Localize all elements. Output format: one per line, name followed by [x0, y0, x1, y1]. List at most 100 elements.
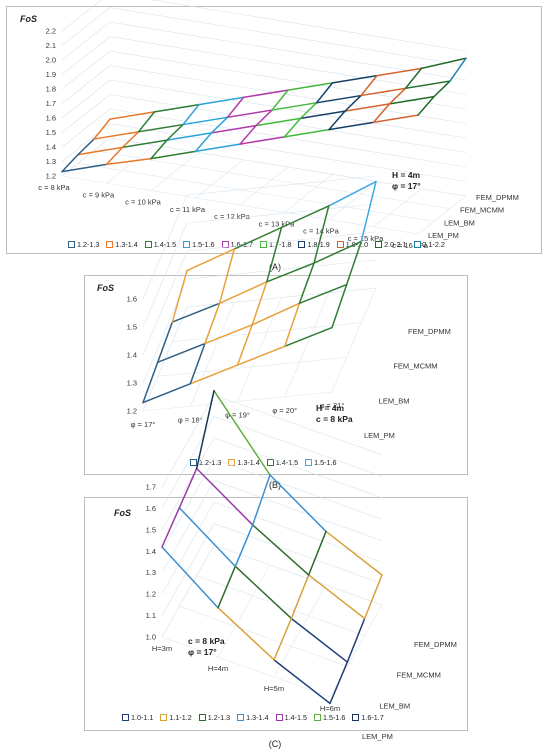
surface-edge [93, 118, 111, 140]
z-tick-label: 1.2 [127, 407, 137, 416]
surface-edge [251, 281, 268, 326]
z-tick-label: 1.1 [146, 611, 156, 620]
x-tick-label: φ = 19° [225, 411, 250, 420]
legend-label: 1.5-1.6 [322, 713, 346, 722]
floor-gridline [417, 195, 467, 235]
gridline-back-wall [213, 416, 383, 477]
legend-item: 1.9-2.0 [336, 240, 369, 249]
y-tick-label: FEM_DPMM [414, 640, 457, 649]
surface-edge [171, 269, 188, 323]
x-tick-label: H=3m [152, 644, 172, 653]
surface-edge [109, 111, 156, 120]
gridline-back-wall [186, 231, 377, 252]
z-tick-label: 1.4 [127, 351, 137, 360]
gridline-back-wall [109, 65, 467, 124]
legend-swatch [144, 241, 152, 248]
surface-edge [233, 226, 283, 250]
z-tick-label: 1.4 [146, 547, 156, 556]
surface-edge [150, 139, 168, 160]
z-tick-label: 2.0 [46, 56, 56, 65]
legend-item: 1.5-1.6 [313, 713, 346, 722]
z-tick-label: 1.7 [46, 99, 56, 108]
surface-edge [77, 146, 124, 156]
gridline-back-wall [109, 36, 467, 95]
surface-edge [328, 110, 346, 131]
legend-label: 1.2-1.3 [207, 713, 231, 722]
legend-label: 1.3-1.4 [115, 240, 138, 249]
y-tick-label: LEM_BM [379, 701, 410, 710]
chart-annotation: φ = 17° [392, 181, 421, 191]
legend-swatch [305, 459, 313, 466]
surface-edge [255, 117, 302, 127]
gridline-left-wall [61, 94, 111, 133]
surface-edge [388, 87, 407, 105]
z-tick-label: 1.4 [46, 143, 56, 152]
gridline-back-wall [109, 108, 467, 168]
surface-edge [195, 389, 215, 470]
y-tick-label: LEM_PM [362, 732, 393, 741]
surface-edge [189, 342, 206, 385]
surface-edge [449, 57, 467, 82]
y-tick-label: LEM_BM [444, 218, 475, 227]
legend-label: 1.9-2.0 [345, 240, 369, 249]
legend-label: 1.5-1.6 [314, 458, 337, 467]
gridline-left-wall [161, 459, 215, 552]
floor-gridline [273, 584, 327, 678]
surface-edge [61, 153, 79, 173]
surface-edge [283, 128, 330, 138]
z-tick-label: 1.7 [146, 483, 156, 492]
y-tick-label: FEM_MCMM [460, 206, 504, 215]
surface-edge [307, 530, 327, 576]
surface-edge [137, 111, 156, 133]
surface-edge [360, 87, 407, 97]
legend-swatch [106, 241, 114, 248]
chart-annotation: c = 8 kPa [188, 636, 225, 646]
z-tick-label: 1.8 [46, 85, 56, 94]
surface-edge [298, 283, 348, 305]
legend-label: 1.2-1.3 [77, 240, 100, 249]
surface-edge [328, 121, 375, 131]
surface-edge [329, 661, 349, 705]
x-tick-label: c = 9 kPa [83, 190, 115, 199]
surface-edge [388, 95, 435, 105]
gridline-left-wall [61, 7, 111, 46]
surface-edge [360, 180, 377, 243]
surface-edge [61, 163, 108, 173]
caption-a: (A) [269, 262, 281, 272]
gridline-back-wall [109, 7, 467, 66]
z-tick-label: 1.6 [46, 114, 56, 123]
surface-edge [171, 302, 221, 323]
surface-edge [234, 565, 293, 620]
gridline-back-wall [213, 501, 383, 563]
surface-edge [287, 82, 334, 91]
legend-label: 1.2-1.3 [199, 458, 222, 467]
legend-item: 1.2-1.3 [190, 458, 221, 467]
floor-gridline [189, 302, 235, 407]
legend-swatch [275, 714, 283, 721]
legend-label: 1.4-1.5 [275, 458, 299, 467]
surface-edge [226, 96, 245, 119]
surface-edge [290, 617, 349, 663]
surface-edge [284, 326, 333, 348]
legend-item: 1.6-1.7 [352, 713, 384, 722]
surface-edge [105, 157, 152, 166]
caption-c: (C) [268, 739, 282, 749]
gridline-back-wall [109, 123, 467, 182]
surface-edge [271, 89, 289, 111]
floor-gridline [217, 564, 271, 658]
gridline-back-wall [151, 0, 467, 52]
y-tick-label: FEM_DPMM [408, 327, 451, 336]
legend-item: 1.2-1.3 [68, 240, 99, 249]
gridline-back-wall [186, 175, 377, 196]
gridline-back-wall [109, 79, 467, 139]
surface-edge [121, 131, 140, 149]
floor-gridline [161, 544, 215, 638]
legend-label: 2.0-2.1 [384, 240, 407, 249]
surface-edge [217, 606, 275, 661]
z-tick-label: 1.3 [146, 568, 156, 577]
chart-c-zlabel: FoS [114, 508, 131, 518]
surface-edge [189, 364, 239, 385]
legend-swatch [183, 241, 191, 248]
surface-edge [255, 109, 273, 127]
